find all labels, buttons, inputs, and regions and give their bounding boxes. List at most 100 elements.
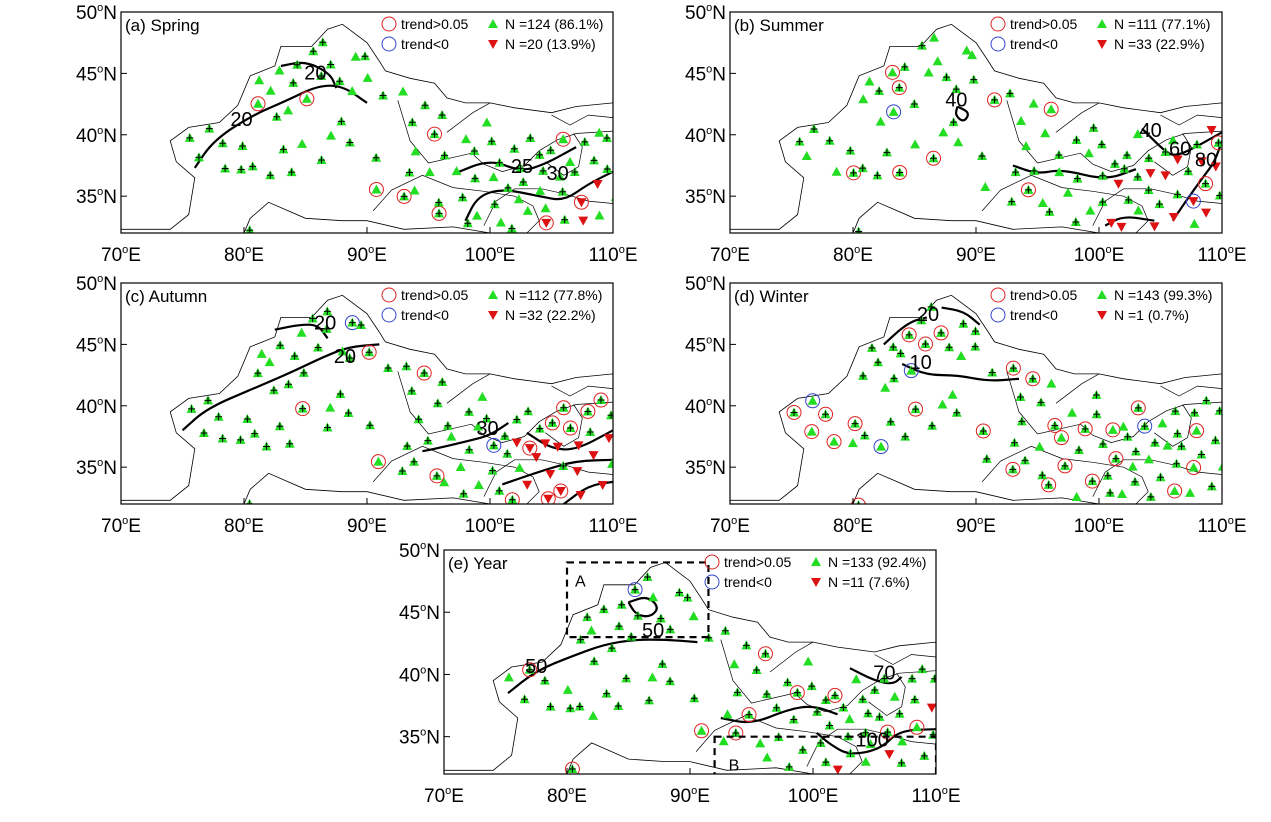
station-positive-triangle — [1217, 462, 1222, 471]
legend-positive-triangle — [488, 290, 498, 299]
station-negative-triangle — [1160, 171, 1171, 181]
significance-cross — [905, 331, 913, 339]
significance-cross — [1193, 141, 1201, 149]
lon-tick-label: 90oE — [670, 785, 710, 807]
trend-negative-circle — [873, 439, 889, 455]
significance-cross — [1072, 218, 1080, 226]
trend-significant-circle — [818, 406, 834, 422]
significance-cross — [666, 625, 674, 633]
significance-cross — [559, 462, 567, 470]
lon-tick-label: 90oE — [347, 244, 387, 266]
panel-title: (a) Spring — [125, 16, 200, 35]
significance-cross — [1173, 460, 1181, 468]
station-positive-triangle — [851, 674, 862, 684]
contour-line — [720, 705, 838, 724]
significance-cross — [643, 573, 651, 581]
legend-negative-triangle — [488, 40, 498, 49]
significance-cross — [541, 677, 549, 685]
significance-cross — [501, 432, 509, 440]
significance-cross — [536, 151, 544, 159]
trend-significant-circle — [1005, 461, 1021, 477]
significance-cross — [205, 125, 213, 133]
contour-label: 40 — [1140, 120, 1162, 142]
legend-positive-count: N =133 (92.4%) — [828, 554, 926, 570]
significance-cross — [1093, 410, 1101, 418]
significance-cross — [1021, 456, 1029, 464]
significance-cross — [336, 390, 344, 398]
contour-line — [501, 458, 613, 486]
significance-cross — [1009, 465, 1017, 473]
station-positive-triangle — [473, 421, 484, 431]
station-negative-triangle — [1168, 213, 1179, 223]
significance-cross — [634, 612, 642, 620]
trend-significant-circle — [925, 150, 941, 166]
trend-significant-circle — [827, 687, 843, 703]
station-negative-triangle — [575, 491, 586, 501]
significance-cross — [910, 100, 918, 108]
significance-cross — [420, 369, 428, 377]
station-positive-triangle — [1085, 205, 1096, 215]
significance-cross — [237, 436, 245, 444]
station-negative-triangle — [1188, 197, 1199, 207]
significance-cross — [979, 427, 987, 435]
lat-tick-label: 40oN — [399, 664, 440, 686]
significance-cross — [1157, 473, 1165, 481]
province-boundary — [1160, 385, 1222, 397]
significance-cross — [1106, 489, 1114, 497]
region-boundary — [730, 23, 1222, 233]
significance-cross — [337, 117, 345, 125]
trend-significant-circle — [987, 92, 1003, 108]
station-positive-triangle — [410, 146, 421, 156]
significance-cross — [763, 690, 771, 698]
significance-cross — [908, 675, 916, 683]
significance-cross — [862, 729, 870, 737]
station-positive-triangle — [1046, 104, 1057, 114]
significance-cross — [323, 424, 331, 432]
significance-cross — [868, 344, 876, 352]
station-positive-triangle — [1118, 421, 1129, 431]
significance-cross — [276, 341, 284, 349]
lat-tick-label: 40oN — [685, 396, 726, 418]
station-positive-triangle — [1157, 418, 1168, 428]
significance-cross — [889, 343, 897, 351]
station-negative-triangle — [592, 180, 603, 190]
legend-negative-label: trend<0 — [401, 307, 449, 323]
region-box-label: B — [729, 757, 740, 774]
significance-cross — [618, 601, 626, 609]
significance-cross — [590, 156, 598, 164]
significance-cross — [871, 686, 879, 694]
significance-cross — [571, 168, 579, 176]
legend-positive-count: N =111 (77.1%) — [1114, 16, 1210, 32]
significance-cross — [912, 405, 920, 413]
trend-significant-circle — [573, 194, 589, 210]
station-positive-triangle — [424, 167, 435, 177]
significance-cross — [489, 467, 497, 475]
significance-cross — [465, 408, 473, 416]
significance-cross — [1214, 139, 1222, 147]
significance-cross — [813, 708, 821, 716]
significance-cross — [859, 164, 867, 172]
significance-cross — [657, 614, 665, 622]
significance-cross — [1061, 462, 1069, 470]
panel-title: (b) Summer — [734, 16, 824, 35]
significance-cross — [1081, 425, 1089, 433]
contour-line — [901, 362, 1020, 382]
significance-cross — [344, 409, 352, 417]
trend-significant-circle — [1005, 360, 1021, 376]
legend-positive-count: N =112 (77.8%) — [505, 287, 602, 303]
station-positive-triangle — [594, 210, 605, 220]
significance-cross — [810, 125, 818, 133]
province-boundary — [551, 114, 613, 126]
station-positive-triangle — [586, 625, 597, 635]
station-negative-triangle — [597, 481, 608, 491]
significance-cross — [675, 588, 683, 596]
station-positive-triangle — [806, 426, 817, 436]
significance-cross — [459, 193, 467, 201]
map-content: 20 20 25 30 — [121, 23, 613, 233]
significance-cross — [400, 192, 408, 200]
station-negative-triangle — [603, 434, 613, 444]
significance-cross — [1092, 391, 1100, 399]
station-positive-triangle — [1107, 424, 1118, 434]
contour-label: 20 — [314, 313, 336, 335]
significance-cross — [410, 458, 418, 466]
